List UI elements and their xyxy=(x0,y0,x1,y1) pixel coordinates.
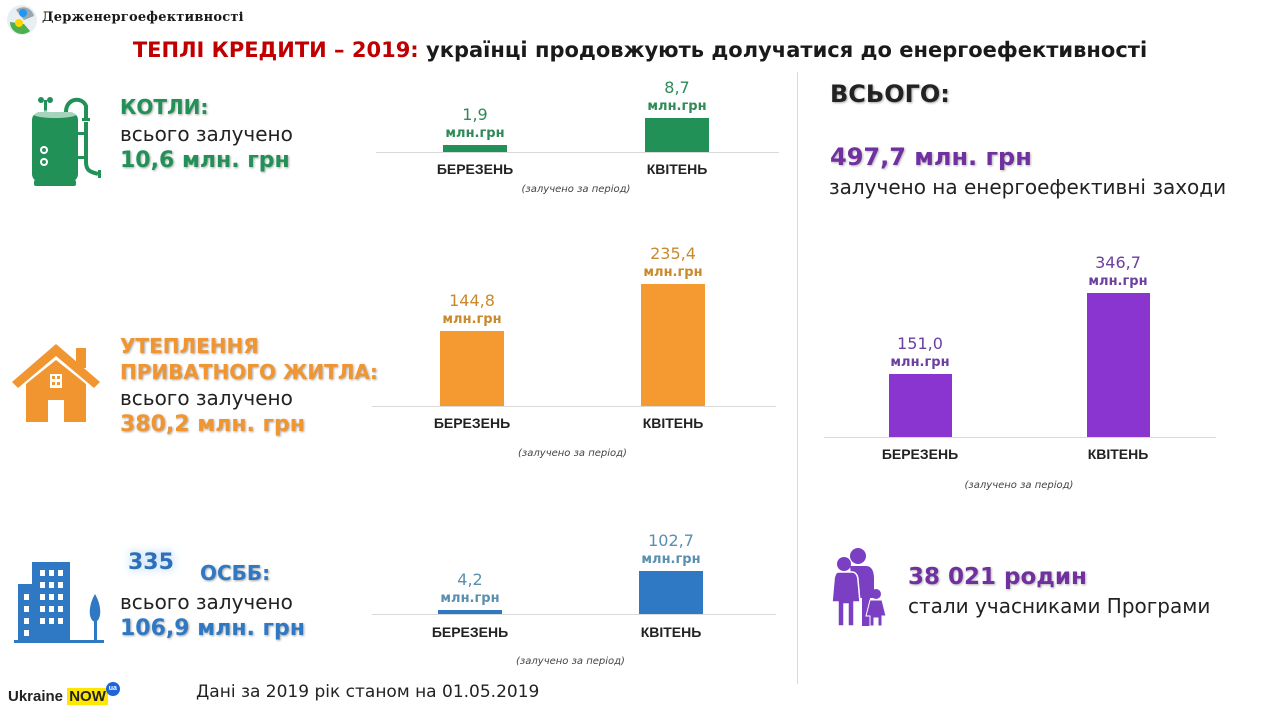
chart-note: (залучено за період) xyxy=(964,480,1074,491)
bar-value-label: 4,2 xyxy=(457,570,483,589)
x-tick-label: КВІТЕНЬ xyxy=(642,415,704,431)
chart-baseline xyxy=(372,614,776,615)
summary-heading: ВСЬОГО: xyxy=(830,80,950,108)
bar-value-label: 235,4 xyxy=(650,243,696,263)
category-total: 380,2 млн. грн xyxy=(120,412,306,437)
chart-note: (залучено за період) xyxy=(518,448,627,459)
family-icon xyxy=(832,548,887,627)
families-count: 38 021 родин xyxy=(908,564,1087,590)
bar xyxy=(645,118,709,152)
bar-value-label: 8,7 xyxy=(664,78,690,98)
bar-unit-label: млн.грн xyxy=(641,551,701,567)
title-rest: українці продовжують долучатися до енерг… xyxy=(418,38,1148,62)
category-subtitle: всього залучено xyxy=(120,122,293,146)
category-total: 106,9 млн. грн xyxy=(120,616,306,641)
bar xyxy=(641,283,705,406)
boiler-icon xyxy=(32,97,101,186)
ukraine-now-logo: Ukraine NOW ua xyxy=(8,682,120,705)
chart-baseline xyxy=(824,437,1216,438)
chart-baseline xyxy=(376,152,779,153)
page-title: ТЕПЛІ КРЕДИТИ – 2019: українці продовжую… xyxy=(0,38,1280,62)
category-boilers: КОТЛИ: всього залучено 10,6 млн. грн xyxy=(120,94,293,175)
category-title: ОСББ: xyxy=(200,561,271,585)
category-title: КОТЛИ: xyxy=(120,95,209,119)
summary-total: 497,7 млн. грн xyxy=(830,143,1032,171)
bar-unit-label: млн.грн xyxy=(643,264,703,280)
osbb-count: 335 xyxy=(128,550,174,575)
category-title-line-2: ПРИВАТНОГО ЖИТЛА: xyxy=(120,360,378,384)
bar-unit-label: млн.грн xyxy=(647,99,707,115)
x-tick-label: КВІТЕНЬ xyxy=(1087,446,1149,462)
bar-unit-label: млн.грн xyxy=(440,591,500,606)
title-highlight: ТЕПЛІ КРЕДИТИ – 2019: xyxy=(132,38,419,62)
bar-value-label: 144,8 xyxy=(449,290,495,310)
bar-unit-label: млн.грн xyxy=(442,311,502,327)
x-tick-label: КВІТЕНЬ xyxy=(640,624,702,640)
house-icon xyxy=(12,344,100,422)
summary-description: залучено на енергоефективні заходи xyxy=(829,175,1227,199)
agency-name: Держенергоефективності xyxy=(42,10,244,25)
bar xyxy=(1086,293,1150,437)
logo-highlight: NOW xyxy=(67,688,108,705)
x-tick-label: БЕРЕЗЕНЬ xyxy=(431,624,509,640)
category-osbb: ОСББ: всього залучено 106,9 млн. грн xyxy=(120,560,305,643)
bar-value-label: 151,0 xyxy=(897,334,943,354)
bar xyxy=(440,330,504,406)
bar xyxy=(639,570,703,614)
data-date-note: Дані за 2019 рік станом на 01.05.2019 xyxy=(196,682,540,702)
chart-note: (залучено за період) xyxy=(516,656,625,667)
logo-badge: ua xyxy=(105,682,120,696)
x-tick-label: БЕРЕЗЕНЬ xyxy=(433,415,511,431)
category-total: 10,6 млн. грн xyxy=(120,148,290,173)
column-divider xyxy=(797,72,798,684)
category-title-line-1: УТЕПЛЕННЯ xyxy=(120,334,259,358)
chart-baseline xyxy=(372,406,776,407)
category-subtitle: всього залучено xyxy=(120,386,293,410)
category-insulation: УТЕПЛЕННЯ ПРИВАТНОГО ЖИТЛА: всього залуч… xyxy=(120,333,378,439)
category-subtitle: всього залучено xyxy=(120,590,293,614)
families-description: стали учасниками Програми xyxy=(908,594,1211,618)
bar-unit-label: млн.грн xyxy=(890,355,950,371)
bar xyxy=(438,610,502,614)
bar-value-label: 102,7 xyxy=(648,530,694,550)
x-tick-label: КВІТЕНЬ xyxy=(646,161,708,177)
x-tick-label: БЕРЕЗЕНЬ xyxy=(436,161,514,177)
bar-value-label: 346,7 xyxy=(1095,253,1141,273)
x-tick-label: БЕРЕЗЕНЬ xyxy=(881,446,959,462)
logo-text: Ukraine xyxy=(8,688,64,705)
bar xyxy=(443,144,507,152)
apartment-building-icon xyxy=(14,562,104,643)
bar-unit-label: млн.грн xyxy=(1088,274,1148,290)
bar-value-label: 1,9 xyxy=(462,104,488,124)
bar-unit-label: млн.грн xyxy=(445,125,505,141)
bar xyxy=(888,374,952,437)
agency-logo-icon xyxy=(7,5,37,35)
chart-note: (залучено за період) xyxy=(521,184,631,195)
